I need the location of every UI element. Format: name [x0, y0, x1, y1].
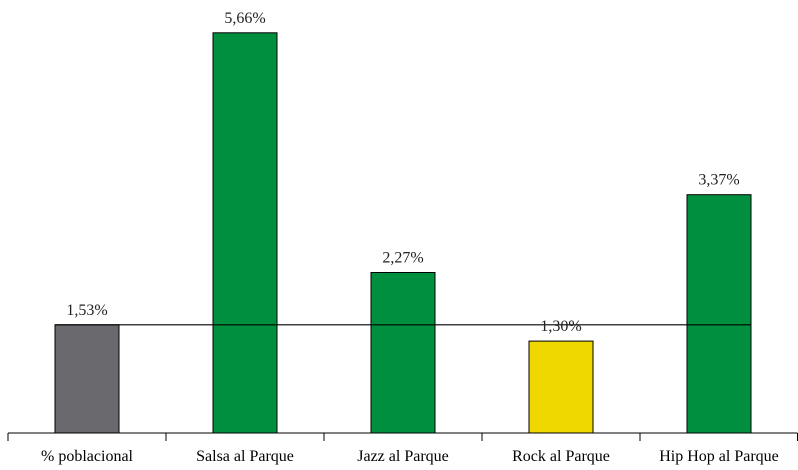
x-tick-label-4: Rock al Parque	[512, 448, 610, 465]
data-label-2: 5,66%	[224, 10, 265, 27]
bar-1	[54, 324, 120, 434]
data-label-3: 2,27%	[382, 250, 423, 267]
x-tick-label-1: % poblacional	[41, 448, 134, 465]
data-labels-group: 1,53% 5,66% 2,27% 1,30% 3,37%	[66, 10, 739, 335]
data-label-1: 1,53%	[66, 302, 107, 319]
x-axis-tick-labels: % poblacional Salsa al Parque Jazz al Parq…	[41, 448, 779, 465]
bar-3	[370, 272, 436, 434]
data-label-4: 1,30%	[540, 318, 581, 335]
bar-4	[528, 340, 594, 434]
bar-5	[686, 194, 752, 434]
x-tick-label-3: Jazz al Parque	[357, 448, 449, 465]
x-tick-label-5: Hip Hop al Parque	[659, 448, 779, 465]
bar-2	[212, 32, 278, 434]
x-tick-label-2: Salsa al Parque	[196, 448, 294, 465]
data-label-5: 3,37%	[698, 172, 739, 189]
x-axis-ticks	[7, 433, 798, 441]
bars-group	[54, 32, 752, 434]
